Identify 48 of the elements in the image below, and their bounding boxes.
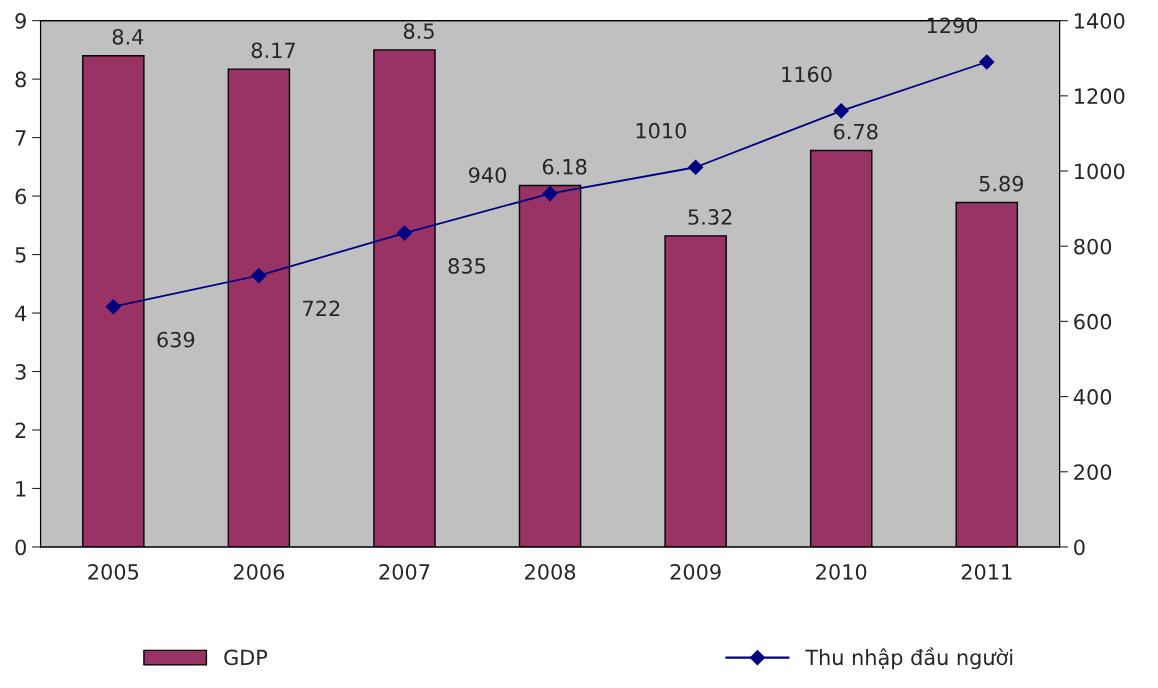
y-tick-label: 9: [15, 13, 26, 29]
point: [979, 54, 995, 70]
data-label: 1290: [927, 17, 978, 34]
y-tick-label: 6: [15, 188, 27, 205]
point: [833, 103, 849, 119]
data-label: 722: [303, 300, 340, 316]
y-tick-label: 3: [15, 363, 26, 380]
data-label: 8.4: [112, 28, 144, 45]
y-tick-label: 7: [15, 130, 26, 146]
data-label: 8.17: [251, 42, 295, 59]
legend-label: Thu nhập đầu người: [805, 647, 1013, 670]
x-tick-label: 2011: [961, 563, 1012, 580]
y-tick-label: 0: [15, 539, 26, 556]
y2-tick-label: 0: [1074, 539, 1085, 556]
x-tick-label: 2006: [233, 563, 285, 580]
x-tick-label: 2005: [88, 563, 139, 580]
y-tick-label: 2: [15, 422, 26, 438]
data-label: 1010: [636, 122, 687, 139]
point: [105, 299, 121, 315]
point: [396, 225, 413, 241]
y2-tick-label: 1000: [1075, 163, 1125, 180]
data-label: 835: [448, 258, 486, 274]
y2-tick-label: 400: [1073, 389, 1112, 405]
data-label: 5.32: [688, 209, 732, 225]
y-tick-label: 4: [15, 305, 27, 321]
y2-tick-label: 1200: [1075, 88, 1125, 105]
x-tick-label: 2008: [525, 563, 576, 580]
data-label: 6.78: [834, 123, 878, 140]
point: [251, 267, 267, 284]
data-label: 5.89: [979, 175, 1024, 192]
point: [688, 159, 704, 175]
data-label: 1160: [782, 66, 832, 83]
data-label: 6.18: [542, 158, 587, 175]
y2-tick-label: 800: [1074, 238, 1112, 255]
data-label: 8.5: [403, 23, 434, 39]
point: [542, 186, 558, 202]
y-tick-label: 1: [16, 481, 26, 497]
legend-label: GDP: [224, 649, 268, 666]
x-tick-label: 2010: [816, 563, 867, 580]
y2-tick-label: 1400: [1075, 13, 1125, 29]
y2-tick-label: 200: [1074, 464, 1112, 480]
y-tick-label: 8: [15, 71, 26, 88]
x-tick-label: 2009: [670, 563, 721, 580]
y2-tick-label: 600: [1074, 313, 1112, 330]
data-label: 940: [468, 167, 507, 183]
data-label: 639: [157, 331, 195, 348]
y-tick-label: 5: [15, 247, 26, 263]
x-tick-label: 2007: [379, 563, 430, 580]
